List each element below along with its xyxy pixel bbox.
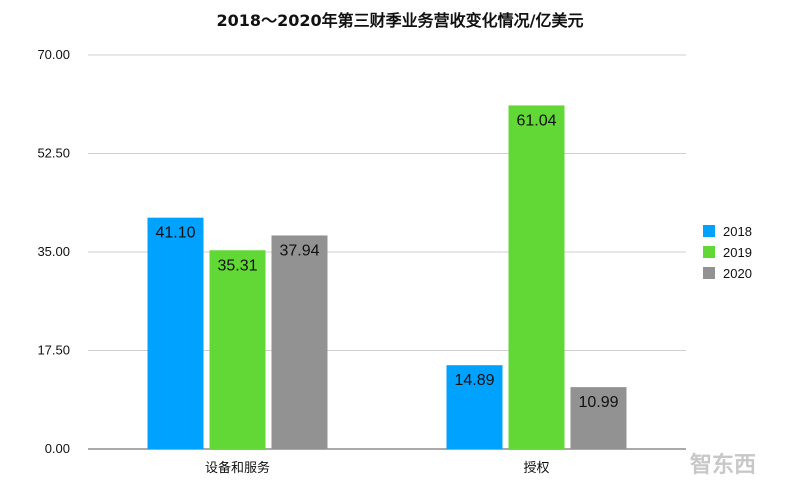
y-tick-label: 17.50 [37,343,70,358]
bar-2019-0 [209,250,266,449]
legend-label: 2020 [723,266,752,281]
y-tick-label: 35.00 [37,244,70,259]
bar-2020-1 [570,387,627,449]
y-tick-label: 0.00 [45,441,70,456]
bars: 41.10 35.31 37.94 14.89 61.04 10.99 [147,105,627,449]
bar-2018-0 [147,217,204,449]
y-tick-label: 70.00 [37,47,70,62]
data-label: 35.31 [217,257,257,274]
chart-title: 2018～2020年第三财季业务营收变化情况/亿美元 [217,11,584,30]
bar-2018-1 [446,365,503,449]
data-label: 41.10 [155,225,195,242]
y-axis: 0.00 17.50 35.00 52.50 70.00 [37,47,70,456]
x-axis: 设备和服务 授权 [205,460,550,476]
legend-swatch-2019 [703,246,715,258]
bar-2020-0 [271,235,328,449]
watermark-logo: 智东西 [690,452,756,478]
x-category-label: 设备和服务 [205,460,270,476]
data-label: 14.89 [454,372,494,389]
legend-swatch-2020 [703,267,715,279]
legend-label: 2018 [723,224,752,239]
data-label: 61.04 [516,112,556,129]
legend-swatch-2018 [703,225,715,237]
x-category-label: 授权 [523,460,549,476]
legend-label: 2019 [723,245,752,260]
y-tick-label: 52.50 [37,146,70,161]
data-label: 10.99 [578,394,618,411]
bar-2019-1 [508,105,565,449]
legend: 2018 2019 2020 [703,224,752,281]
data-label: 37.94 [279,242,319,259]
